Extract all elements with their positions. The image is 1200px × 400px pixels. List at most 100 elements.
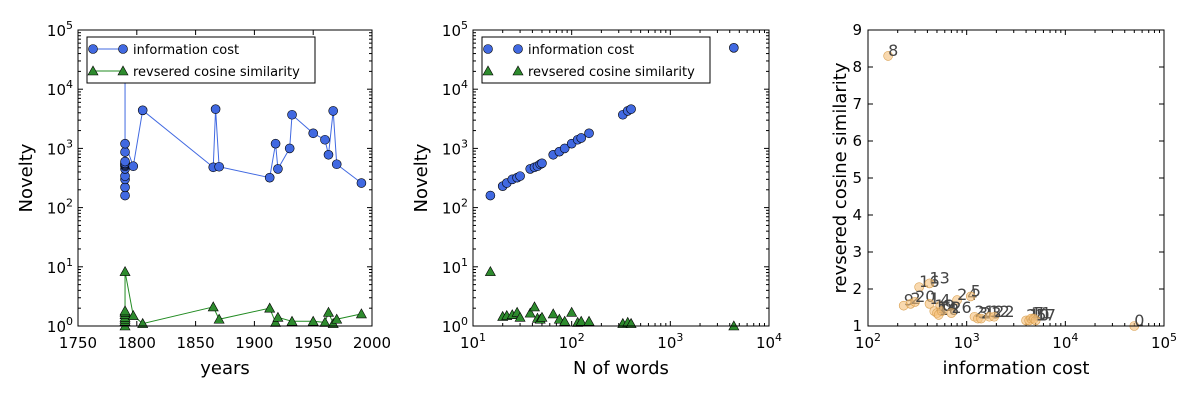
tick-label: 104 — [47, 78, 73, 99]
data-point — [559, 143, 570, 154]
data-point — [989, 311, 999, 322]
point-label: 8 — [888, 41, 898, 60]
data-point — [584, 128, 594, 139]
legend-marker — [118, 44, 128, 54]
data-point — [355, 308, 367, 319]
data-point — [566, 306, 578, 317]
y-tick-label: 4 — [852, 206, 862, 224]
data-point — [485, 190, 496, 201]
legend-label: information cost — [133, 43, 239, 58]
data-point — [575, 315, 587, 326]
x-axis-label: N of words — [573, 358, 669, 379]
data-point — [120, 138, 130, 149]
tick-label: 103 — [954, 331, 980, 352]
data-point — [119, 305, 131, 316]
tick-label: 103 — [442, 137, 468, 158]
point-label: 1 — [929, 289, 939, 308]
legend: information cost revsered cosine similari… — [86, 36, 316, 84]
plot-frame — [77, 29, 373, 327]
tick-label: 103 — [47, 137, 73, 158]
data-point — [559, 315, 571, 326]
data-point — [127, 309, 139, 320]
tick-label: 102 — [442, 197, 468, 218]
series-revsered-cosine-similarity — [484, 265, 740, 331]
data-point — [537, 158, 547, 169]
data-point — [536, 311, 548, 322]
data-point — [270, 138, 281, 149]
point-label: 6 — [942, 296, 952, 315]
y-tick-label: 7 — [852, 95, 862, 113]
data-point — [286, 315, 298, 326]
data-point — [120, 147, 130, 157]
point-label: 5 — [971, 281, 981, 300]
legend-marker — [513, 44, 523, 54]
y-tick-label: 6 — [852, 132, 862, 150]
data-point — [583, 315, 595, 326]
legend-marker — [512, 65, 524, 76]
data-point — [924, 298, 935, 309]
x-axis-label: information cost — [943, 358, 1090, 379]
legend-label: information cost — [528, 43, 634, 58]
series-information-cost — [120, 43, 367, 201]
series-information-cost — [485, 43, 739, 201]
data-point — [331, 159, 342, 170]
y-axis-label: Novelty — [16, 143, 37, 212]
x-tick-label: 1900 — [235, 334, 273, 352]
data-point — [547, 308, 559, 319]
data-point — [308, 128, 319, 139]
x-tick-label: 1800 — [118, 334, 156, 352]
y-axis-label: revsered cosine similarity — [830, 62, 851, 293]
data-point — [576, 133, 587, 143]
data-point — [356, 178, 367, 188]
legend-label: revsered cosine similarity — [133, 65, 300, 80]
data-point — [626, 104, 636, 114]
data-point — [137, 105, 148, 116]
data-point — [328, 106, 338, 116]
y-tick-label: 9 — [852, 21, 862, 39]
tick-label: 102 — [559, 331, 585, 352]
data-point — [264, 172, 275, 183]
x-tick-label: 1950 — [294, 334, 332, 352]
series-revsered-cosine-similarity — [119, 265, 367, 331]
data-point — [1030, 315, 1041, 326]
legend-marker — [88, 44, 98, 54]
chart-panel-1: 1750 1800 1850 1900 1950 2000 100 101 102 103 104 1… — [16, 19, 391, 379]
legend: information cost revsered cosine similari… — [481, 36, 711, 84]
tick-label: 102 — [855, 331, 881, 352]
data-point — [128, 161, 139, 172]
data-point — [524, 307, 536, 318]
y-tick-label: 2 — [852, 280, 862, 298]
data-point — [952, 295, 962, 305]
tick-label: 104 — [756, 331, 782, 352]
data-point — [946, 308, 957, 318]
data-point — [883, 51, 893, 61]
point-label: 3 — [978, 304, 988, 323]
data-point — [322, 306, 334, 317]
data-point — [287, 109, 297, 120]
data-point — [273, 164, 283, 174]
labelled-points: 8161392201424519141862621323122225101171… — [883, 41, 1144, 331]
legend-label: revsered cosine similarity — [528, 65, 695, 80]
point-label: 26 — [951, 298, 971, 317]
data-point — [120, 182, 130, 193]
point-label: 22 — [994, 302, 1014, 321]
y-tick-label: 1 — [852, 317, 862, 335]
x-tick-label: 1750 — [59, 334, 97, 352]
y-axis-label: Novelty — [411, 143, 432, 212]
legend-marker — [117, 65, 129, 76]
tick-label: 101 — [442, 256, 468, 277]
tick-label: 104 — [1052, 331, 1078, 352]
data-point — [484, 265, 496, 276]
data-point — [210, 104, 221, 114]
data-point — [515, 171, 525, 181]
data-point — [937, 306, 947, 317]
data-point — [910, 297, 920, 307]
data-point — [120, 156, 130, 167]
x-tick-label: 2000 — [353, 334, 391, 352]
data-point — [965, 291, 976, 302]
x-axis-label: years — [200, 358, 250, 379]
point-label: 4 — [940, 291, 950, 310]
